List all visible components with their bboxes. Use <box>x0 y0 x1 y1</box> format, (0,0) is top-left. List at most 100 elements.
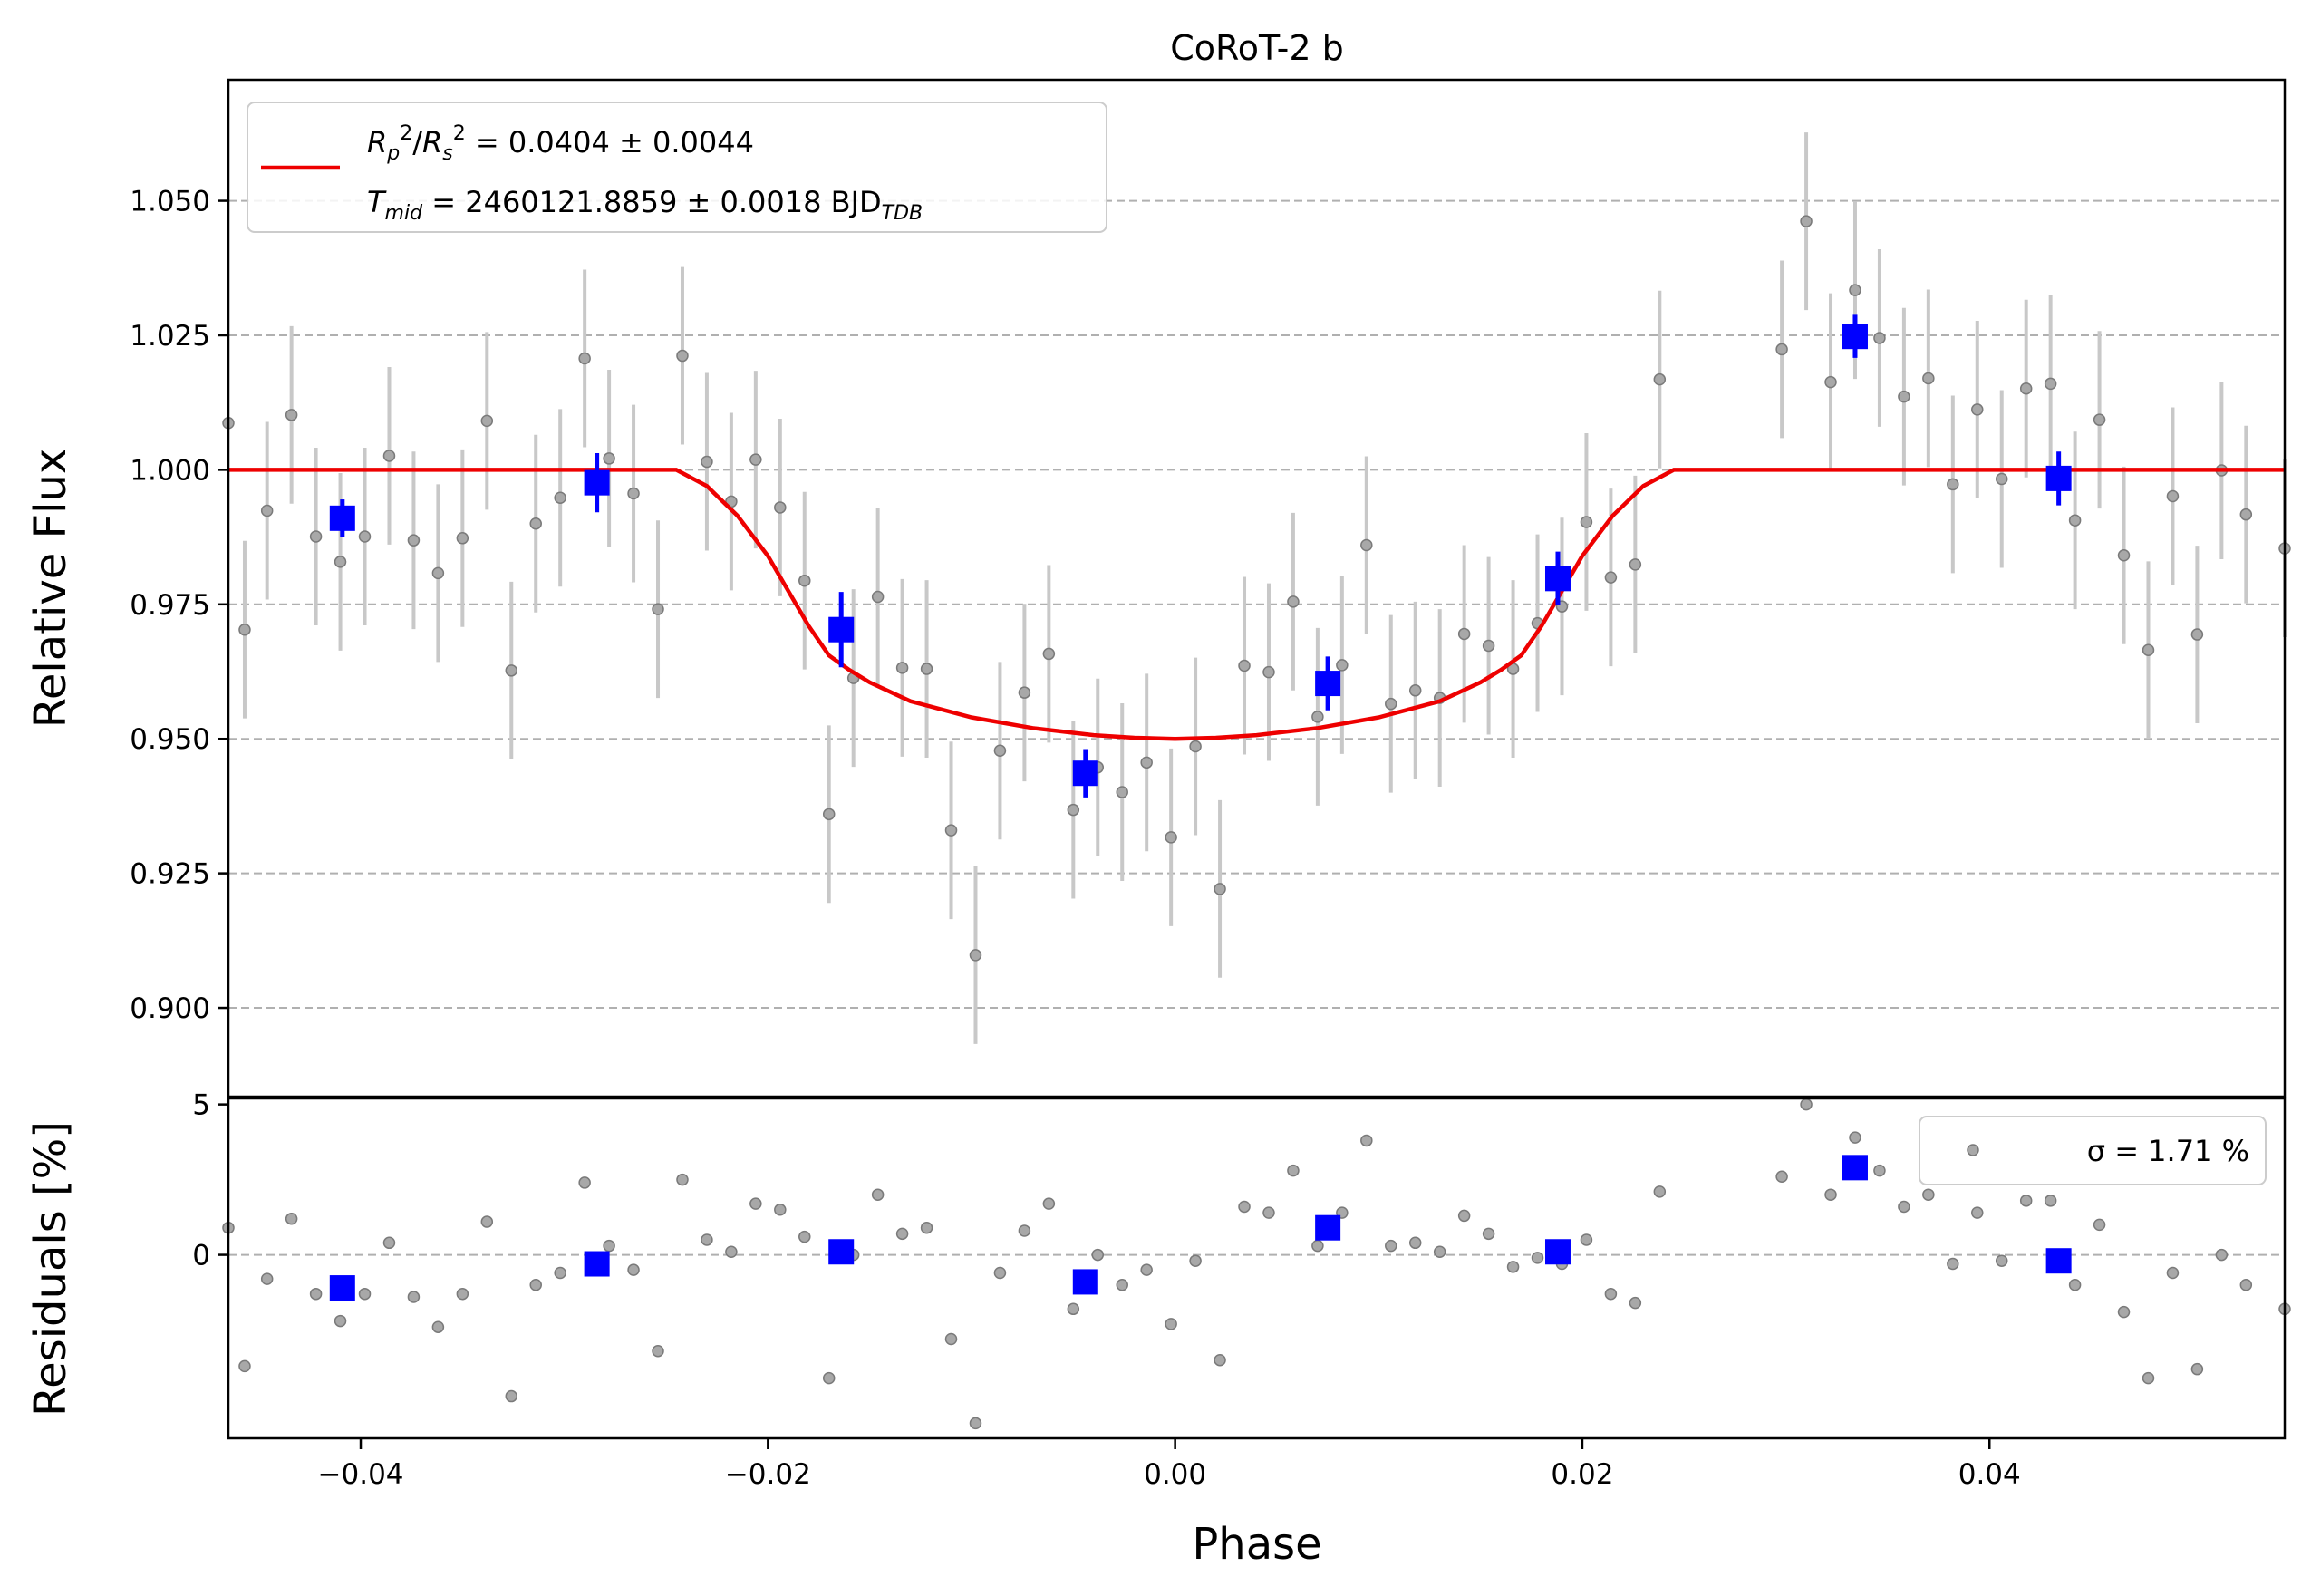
data-point <box>1849 284 1861 296</box>
residual-point <box>2117 1305 2131 1319</box>
main-data-points <box>222 215 2291 962</box>
residual-point <box>238 1359 251 1373</box>
data-point <box>1604 571 1618 584</box>
residuals-panel: 05 σ = 1.71 % −0.04 −0.02 0.00 0.02 0.04 <box>192 1089 2291 1491</box>
residual-binned-point <box>1544 1239 1571 1265</box>
data-point <box>749 453 762 466</box>
data-point <box>1311 711 1324 723</box>
data-point <box>1971 403 1984 416</box>
data-point <box>774 501 787 514</box>
residual-point <box>1311 1239 1324 1253</box>
residual-point <box>1116 1279 1128 1291</box>
data-point <box>1287 595 1300 608</box>
x-tick-label: −0.04 <box>318 1458 404 1491</box>
main-y-ticks: 0.900 0.925 0.950 0.975 1.000 1.025 1.050 <box>130 186 228 1025</box>
residual-point <box>993 1266 1007 1280</box>
residual-point <box>382 1236 396 1250</box>
data-point <box>1800 215 1813 227</box>
data-point <box>456 532 469 545</box>
data-point <box>2093 413 2106 426</box>
residual-binned-point <box>828 1239 855 1265</box>
residual-point <box>1531 1252 1544 1264</box>
data-point <box>1408 684 1422 697</box>
data-point <box>505 664 518 677</box>
residual-point <box>1140 1263 1153 1276</box>
residual-point <box>1506 1261 1520 1273</box>
data-point <box>2142 643 2155 657</box>
data-point <box>944 824 958 837</box>
data-point <box>1898 390 1910 403</box>
x-tick-label: −0.02 <box>725 1458 811 1491</box>
data-point <box>1922 372 1935 385</box>
data-point <box>407 534 421 547</box>
residual-point <box>1091 1248 1105 1262</box>
residual-binned-point <box>329 1275 355 1301</box>
main-binned-points <box>329 314 2072 798</box>
data-point <box>260 504 274 517</box>
residual-point <box>1898 1200 1910 1214</box>
residual-point <box>1042 1197 1056 1210</box>
binned-point <box>1072 760 1098 787</box>
legend-depth-label: Rp2/Rs2 = 0.0404 ± 0.0044 <box>367 122 754 165</box>
residual-point <box>1873 1164 1886 1177</box>
residual-point <box>505 1389 518 1403</box>
residual-point <box>529 1279 542 1291</box>
residual-point <box>1922 1188 1935 1201</box>
data-point <box>1775 343 1788 356</box>
residual-point <box>822 1371 836 1385</box>
residual-point <box>2044 1195 2057 1207</box>
data-point <box>554 491 566 505</box>
data-point <box>480 414 494 428</box>
residual-point <box>1653 1185 1667 1198</box>
residuals-y-tick-label: 5 <box>192 1089 210 1122</box>
residual-point <box>725 1245 738 1258</box>
residual-point <box>1629 1296 1642 1310</box>
residual-point <box>1067 1302 1080 1316</box>
residual-point <box>1360 1134 1373 1147</box>
residual-point <box>2093 1218 2106 1232</box>
residual-point <box>603 1239 615 1253</box>
binned-point <box>329 505 355 531</box>
x-ticks: −0.04 −0.02 0.00 0.02 0.04 <box>318 1438 2021 1491</box>
data-point <box>1873 332 1886 344</box>
data-point <box>334 556 347 568</box>
data-point <box>1189 740 1202 753</box>
data-point <box>701 455 713 469</box>
main-legend: Rp2/Rs2 = 0.0404 ± 0.0044 Tmid = 2460121… <box>247 102 1107 233</box>
residuals-plot-frame <box>227 1097 2287 1440</box>
main-panel: 0.900 0.925 0.950 0.975 1.000 1.025 1.050 Rp2/… <box>130 78 2291 1098</box>
residual-point <box>285 1212 298 1225</box>
main-plot-frame <box>227 78 2287 1098</box>
binned-point <box>1842 324 1868 350</box>
residual-point <box>1189 1254 1202 1267</box>
main-data-errorbars <box>242 132 2287 1044</box>
residual-point <box>1165 1318 1177 1330</box>
data-point <box>969 949 982 962</box>
residual-point <box>1849 1131 1861 1144</box>
residual-point <box>578 1176 591 1189</box>
residuals-legend-label: σ = 1.71 % <box>2087 1134 2249 1168</box>
residual-point <box>1800 1098 1813 1111</box>
residual-binned-point <box>1842 1155 1868 1181</box>
residual-binned-points <box>329 1155 2072 1301</box>
data-point <box>1385 697 1397 711</box>
y-tick-label: 1.000 <box>130 454 210 487</box>
legend-tmid-label: Tmid = 2460121.8859 ± 0.0018 BJDTDB <box>367 185 923 225</box>
data-point <box>1140 756 1153 769</box>
binned-point <box>2045 465 2072 491</box>
residual-point <box>895 1227 909 1241</box>
residual-point <box>1971 1206 1984 1219</box>
data-point <box>529 517 542 530</box>
data-point <box>1653 372 1667 386</box>
residual-point <box>2142 1371 2155 1385</box>
data-point <box>1457 627 1471 641</box>
data-point <box>2044 377 2057 391</box>
residual-point <box>969 1417 982 1430</box>
data-point <box>1165 831 1177 844</box>
residual-point <box>358 1287 372 1301</box>
residual-point <box>1995 1254 2008 1267</box>
binned-point <box>1315 671 1341 697</box>
data-point <box>1580 516 1593 528</box>
data-point <box>309 530 323 543</box>
